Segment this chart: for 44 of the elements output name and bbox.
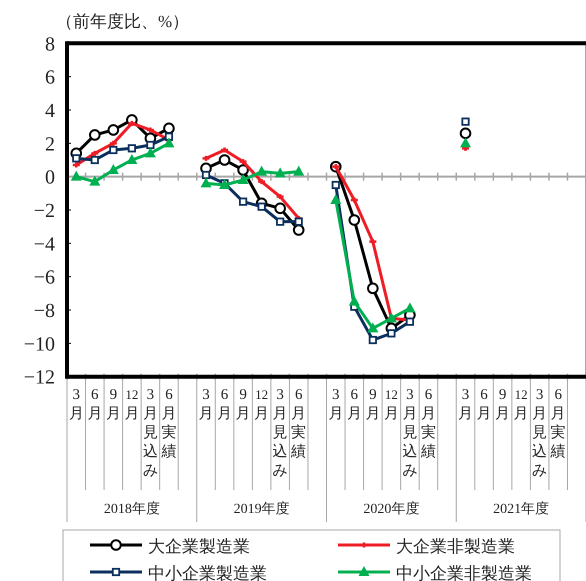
x-tick-label: 12月 <box>384 387 399 422</box>
y-tick-label: −6 <box>34 266 55 289</box>
y-tick-label: 2 <box>45 133 55 156</box>
y-tick-label: 4 <box>45 100 55 122</box>
legend-label: 中小企業非製造業 <box>396 564 532 581</box>
text: 2021年度 <box>493 501 550 517</box>
x-tick-label: 9月 <box>365 387 380 422</box>
y-tick-label: −12 <box>24 366 55 389</box>
legend-label: 中小企業製造業 <box>148 564 267 581</box>
x-tick-label: 3月見込み <box>402 387 418 479</box>
x-tick-label: 3月 <box>198 387 214 422</box>
y-tick-label: −10 <box>24 333 55 356</box>
x-tick-label: 3月見込み <box>142 387 158 479</box>
x-tick-label: 6月 <box>476 387 492 422</box>
text: 2018年度 <box>104 501 160 517</box>
x-tick-label: 3月見込み <box>532 387 548 479</box>
x-tick-label: 9月 <box>106 387 121 422</box>
x-tick-label: 6月 <box>87 387 102 422</box>
x-tick-label: 3月見込み <box>272 387 288 479</box>
y-tick-label: 6 <box>45 66 55 89</box>
text: 2019年度 <box>234 501 290 517</box>
y-axis-title: （前年度比、%） <box>56 12 190 31</box>
legend-label: 大企業製造業 <box>148 537 250 556</box>
x-tick-label: 6月実績 <box>420 387 436 460</box>
y-tick-label: 0 <box>45 166 55 189</box>
x-tick-label: 9月 <box>236 387 251 422</box>
text: 2020年度 <box>363 501 420 517</box>
x-tick-label: 3月 <box>68 387 84 422</box>
y-tick-label: −8 <box>34 300 55 322</box>
x-tick-label: 6月 <box>346 387 362 422</box>
y-tick-label: −2 <box>34 200 55 222</box>
x-tick-label: 12月 <box>254 387 270 422</box>
x-tick-label: 6月実績 <box>550 387 566 460</box>
y-tick-label: −4 <box>34 233 55 256</box>
legend-label: 大企業非製造業 <box>396 537 515 556</box>
x-tick-label: 6月 <box>217 387 232 422</box>
x-tick-label: 12月 <box>514 387 529 422</box>
x-tick-label: 6月実績 <box>160 387 176 460</box>
x-tick-label: 3月 <box>328 387 344 422</box>
x-tick-label: 3月 <box>458 387 474 422</box>
y-tick-label: 8 <box>45 33 55 56</box>
x-tick-label: 12月 <box>124 387 140 422</box>
x-tick-label: 6月実績 <box>290 387 306 460</box>
x-tick-label: 9月 <box>495 387 510 422</box>
